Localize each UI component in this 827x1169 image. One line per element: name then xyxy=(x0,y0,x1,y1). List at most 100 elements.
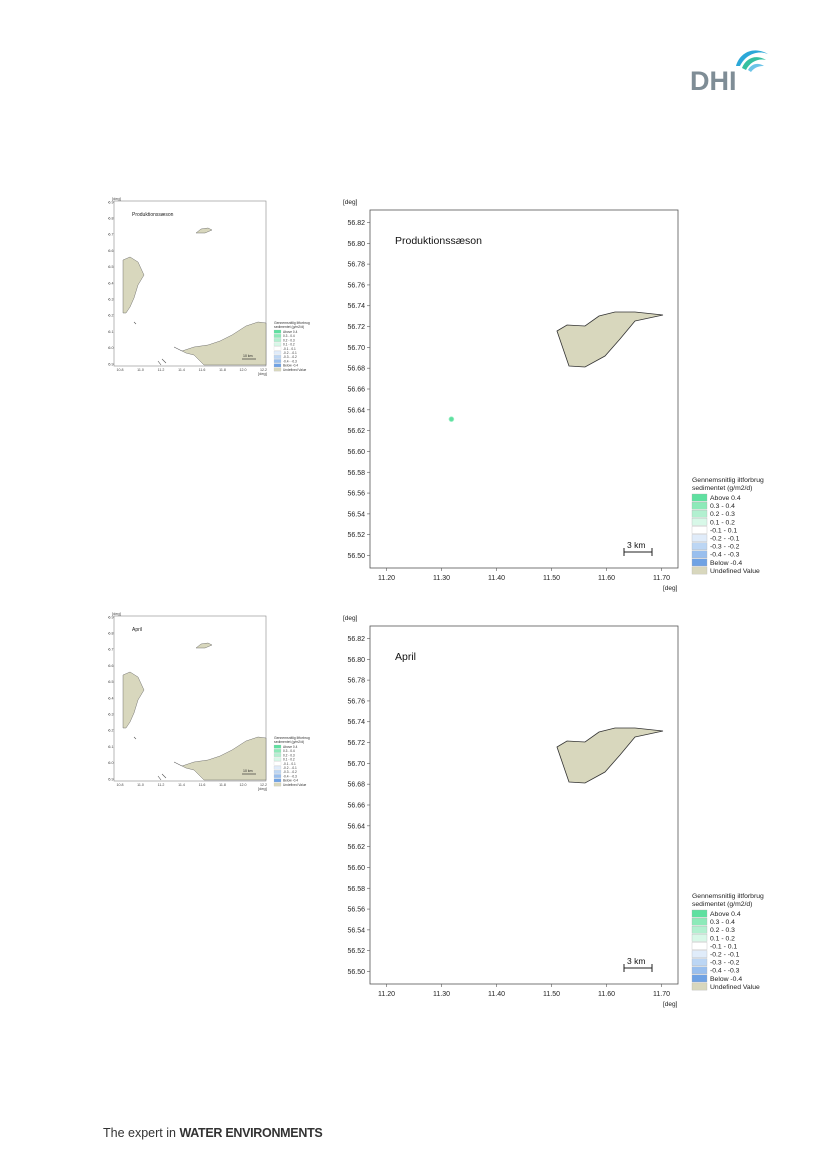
footer-tagline: The expert in WATER ENVIRONMENTS xyxy=(103,1126,323,1140)
y-tick-label: 56.78 xyxy=(347,262,365,269)
overview-map-2: [deg] 56.956.856.756.656.556.456.356.256… xyxy=(108,611,268,791)
legend-item-label: Below -0.4 xyxy=(710,976,742,983)
legend-item-label: 0.3 - 0.4 xyxy=(710,503,735,510)
x-axis-ticks: 11.20 11.30 11.40 11.50 11.60 11.70 xyxy=(378,568,670,582)
legend-swatch xyxy=(691,526,708,534)
mini-legend-swatch xyxy=(273,350,282,355)
overview-x-tick: 12.2 xyxy=(260,783,267,787)
legend-item-label: -0.4 - -0.3 xyxy=(710,968,740,975)
x-tick-label: 11.40 xyxy=(488,991,505,998)
overview-y-tick: 56.2 xyxy=(108,729,114,733)
x-tick-label: 11.50 xyxy=(543,991,560,998)
legend-swatch xyxy=(691,550,708,559)
x-tick-label: 11.60 xyxy=(598,991,615,998)
main-map-2: [deg] 56.82 56.80 56.78 56.76 56.74 56.72 56.7… xyxy=(343,615,764,1008)
legend-swatch xyxy=(691,917,708,926)
overview-x-tick: 12.0 xyxy=(240,783,247,787)
mini-legend-swatch xyxy=(273,355,282,359)
mini-legend-swatch xyxy=(273,770,282,774)
legend-item-label: Above 0.4 xyxy=(710,911,741,918)
overview-land-west xyxy=(122,256,145,314)
mini-legend-label: -0.4 - -0.3 xyxy=(283,359,297,363)
y-tick-label: 56.82 xyxy=(347,220,365,227)
legend-title-line2: sedimentet (g/m2/d) xyxy=(692,901,752,908)
y-axis-ticks: 56.82 56.80 56.78 56.76 56.74 56.72 56.70 56.68… xyxy=(347,220,370,560)
overview-y-tick: 56.7 xyxy=(108,233,114,237)
legend-swatch xyxy=(691,566,708,575)
legend-item-label: Above 0.4 xyxy=(710,495,741,502)
overview-y-tick: 56.9 xyxy=(108,615,114,619)
legend-item-label: 0.1 - 0.2 xyxy=(710,935,735,942)
x-tick-label: 11.30 xyxy=(433,575,450,582)
mini-legend-label: -0.2 - -0.1 xyxy=(283,766,297,770)
mini-legend-swatch xyxy=(273,774,282,778)
legend-item-label: 0.2 - 0.3 xyxy=(710,927,735,934)
overview-y-tick: 56.1 xyxy=(108,330,114,334)
overview-unit-label: [deg] xyxy=(112,611,121,616)
legend-swatch xyxy=(691,958,708,966)
legend-swatch xyxy=(691,493,708,502)
x-tick-label: 11.30 xyxy=(433,991,450,998)
y-tick-label: 56.74 xyxy=(347,719,365,726)
legend-swatch xyxy=(691,942,708,950)
overview-y-tick: 55.9 xyxy=(108,777,114,781)
x-tick-label: 11.60 xyxy=(598,575,615,582)
x-tick-label: 11.70 xyxy=(653,991,670,998)
legend-swatch xyxy=(691,518,708,526)
overview-y-tick: 56.0 xyxy=(108,346,114,350)
x-tick-label: 11.40 xyxy=(488,575,505,582)
overview-x-unit: [deg] xyxy=(258,371,267,376)
overview-y-tick: 56.8 xyxy=(108,632,114,636)
mini-legend-label: 0.2 - 0.3 xyxy=(283,338,295,342)
data-spot xyxy=(448,416,455,422)
overview-y-tick: 55.9 xyxy=(108,362,114,366)
overview-y-tick: 56.3 xyxy=(108,298,114,302)
mini-legend-title-line1: Gennemsnitlig iltforbrug xyxy=(274,736,310,740)
mini-legend-label: -0.3 - -0.2 xyxy=(283,355,297,359)
mini-legend-swatch xyxy=(273,329,282,334)
overview-x-tick: 11.6 xyxy=(199,368,206,372)
mini-legend-label: -0.1 - 0.1 xyxy=(283,347,296,351)
overview-y-tick: 56.0 xyxy=(108,761,114,765)
x-tick-label: 11.50 xyxy=(543,575,560,582)
mini-legend-title-line2: sedimentet (g/m2/d) xyxy=(274,740,304,744)
y-tick-label: 56.64 xyxy=(347,823,365,830)
y-tick-label: 56.62 xyxy=(347,428,365,435)
overview-land-south xyxy=(173,321,267,366)
y-tick-label: 56.62 xyxy=(347,844,365,851)
y-tick-label: 56.56 xyxy=(347,907,365,914)
x-axis-ticks: 11.20 11.30 11.40 11.50 11.60 11.70 xyxy=(378,984,670,998)
overview-y-tick: 56.5 xyxy=(108,265,114,269)
legend-swatch xyxy=(691,542,708,550)
mini-legend-label: Above 0.4 xyxy=(283,330,298,334)
legend-item-label: -0.3 - -0.2 xyxy=(710,960,740,967)
overview-x-tick: 11.6 xyxy=(199,783,206,787)
overview-y-tick: 56.2 xyxy=(108,314,114,318)
mini-legend-swatch xyxy=(273,778,282,783)
legend-swatch xyxy=(691,966,708,975)
legend-swatch xyxy=(691,534,708,542)
overview-x-tick: 10.8 xyxy=(117,368,124,372)
dhi-logo: DHI xyxy=(690,50,768,94)
legend-swatch xyxy=(691,926,708,934)
overview-coast-bits xyxy=(133,736,167,781)
mini-legend-swatch xyxy=(273,346,282,351)
y-tick-label: 56.72 xyxy=(347,740,365,747)
legend-item-label: -0.1 - 0.1 xyxy=(710,527,737,534)
mini-legend-swatch xyxy=(273,761,282,766)
overview-x-ticks: 10.8 11.0 11.2 11.4 11.6 11.8 12.0 12.2 xyxy=(117,783,268,787)
mini-legend-swatch xyxy=(273,744,282,749)
overview-y-tick: 56.6 xyxy=(108,664,114,668)
x-tick-label: 11.20 xyxy=(378,575,395,582)
legend-item-label: Below -0.4 xyxy=(710,560,742,567)
y-tick-label: 56.70 xyxy=(347,761,365,768)
y-tick-label: 56.60 xyxy=(347,449,365,456)
overview-y-tick: 56.4 xyxy=(108,696,114,700)
y-tick-label: 56.50 xyxy=(347,969,365,976)
y-tick-label: 56.60 xyxy=(347,865,365,872)
y-tick-label: 56.58 xyxy=(347,886,365,893)
